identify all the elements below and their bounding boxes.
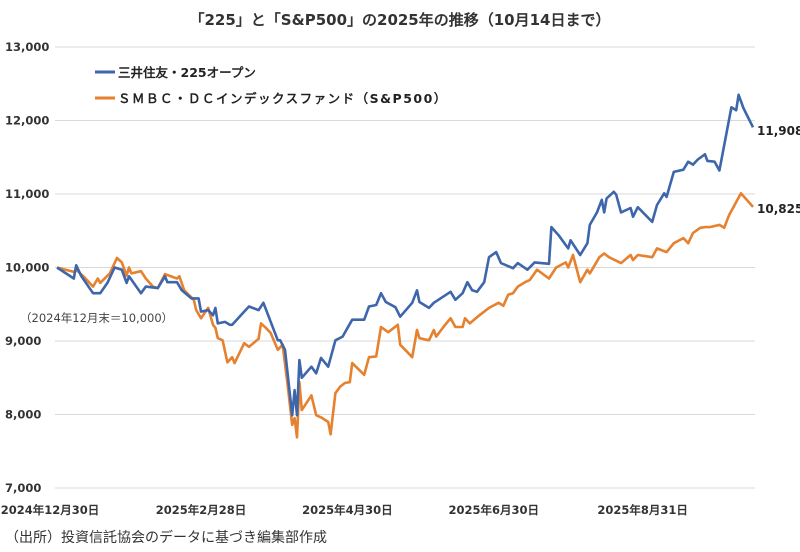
legend-label-225: 三井住友・225オープン [118, 65, 256, 80]
end-label-225: 11,908 [757, 124, 800, 138]
y-tick-label: 8,000 [5, 408, 41, 422]
y-tick-label: 13,000 [5, 40, 49, 54]
chart-title: 「225」と「S&P500」の2025年の推移（10月14日まで） [190, 11, 611, 29]
source-note: （出所）投資信託協会のデータに基づき編集部作成 [5, 529, 327, 546]
x-tick-label: 2025年4月30日 [302, 503, 393, 517]
y-tick-label: 7,000 [5, 481, 41, 495]
series-line-sp500 [56, 192, 754, 439]
x-tick-label: 2025年2月28日 [156, 503, 247, 517]
series-lines [56, 93, 755, 439]
x-tick-label: 2025年8月31日 [597, 503, 688, 517]
end-label-sp500: 10,825 [757, 202, 800, 216]
x-tick-label: 2025年6月30日 [449, 503, 540, 517]
baseline-annotation: （2024年12月末＝10,000） [20, 311, 173, 325]
y-tick-label: 12,000 [5, 114, 49, 128]
series-line-225 [56, 93, 755, 417]
y-tick-label: 9,000 [5, 334, 41, 348]
y-tick-label: 10,000 [5, 261, 49, 275]
gridlines [55, 46, 755, 489]
legend: 三井住友・225オープン ＳＭＢＣ・ＤＣインデックスファンド（S&P500） [95, 65, 448, 106]
y-axis-ticks: 7,000 8,000 9,000 10,000 11,000 12,000 13,000 [5, 40, 49, 495]
legend-label-sp500: ＳＭＢＣ・ＤＣインデックスファンド（S&P500） [118, 91, 448, 106]
x-tick-label: 2024年12月30日 [1, 503, 100, 517]
y-tick-label: 11,000 [5, 187, 49, 201]
x-axis-ticks: 2024年12月30日 2025年2月28日 2025年4月30日 2025年6月30… [1, 503, 688, 517]
